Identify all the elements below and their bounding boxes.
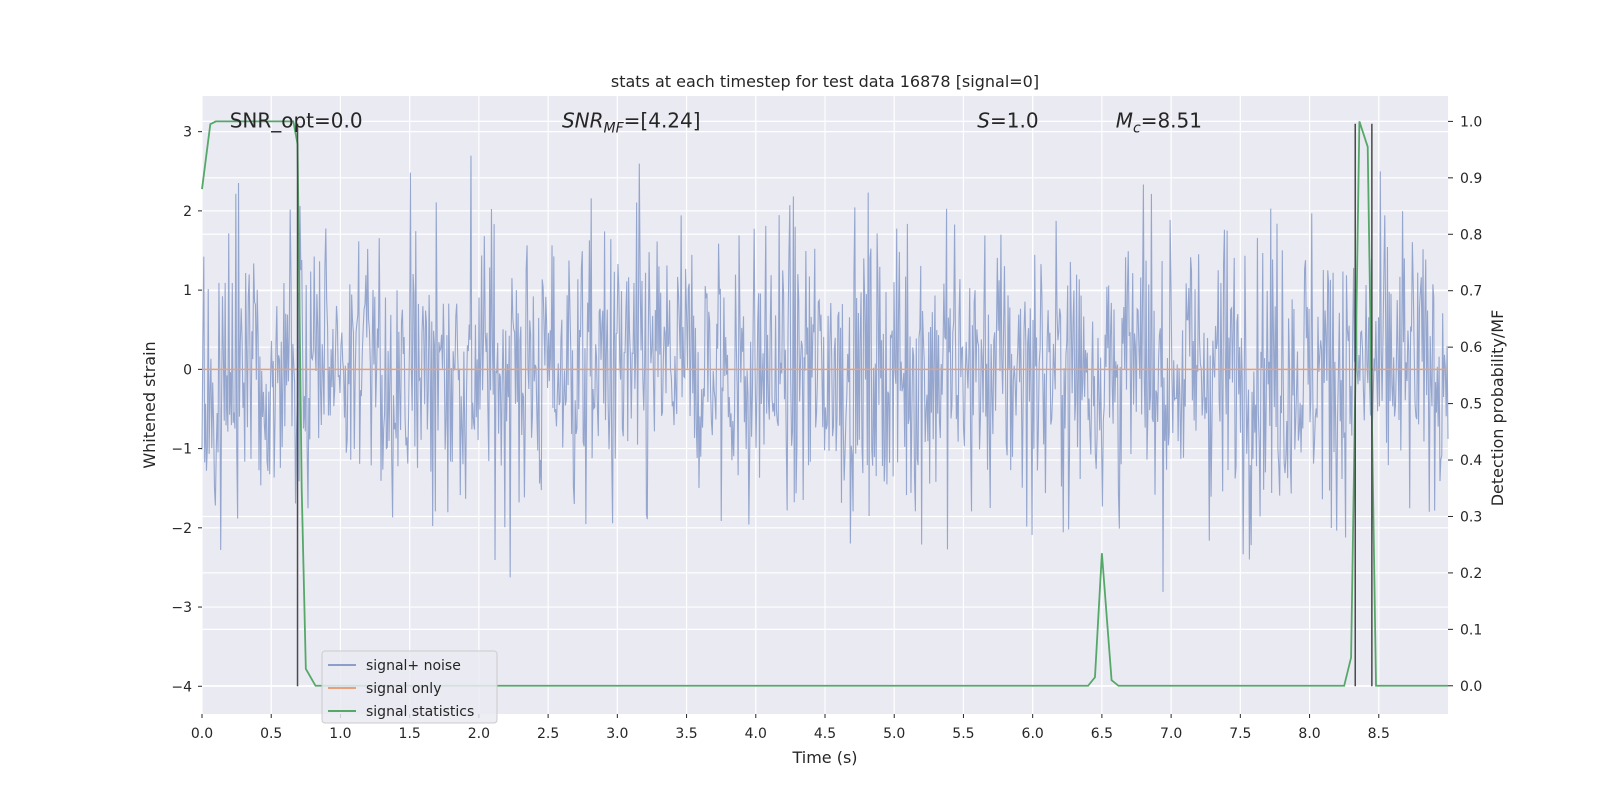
chart-title: stats at each timestep for test data 168…	[611, 72, 1039, 91]
y-tick-label: −4	[171, 679, 192, 695]
noise-trace	[201, 155, 1449, 592]
tick-labels: 0.0 0.5 1.0 1.5 2.0 2.5 3.0 3.5 4.0 4.5 5.0 5.5 6.0 6…	[171, 114, 1482, 742]
annotation-text: S=1.0	[977, 109, 1038, 133]
y2-tick-label: 0.7	[1460, 284, 1482, 300]
x-tick-label: 2.0	[468, 726, 490, 742]
x-tick-label: 0.0	[191, 726, 213, 742]
annotations: SNR_opt=0.0 SNRMF=[4.24] S=1.0 Mc=8.51	[230, 109, 1202, 137]
y2-tick-label: 0.6	[1460, 340, 1482, 356]
x-tick-label: 7.5	[1229, 726, 1251, 742]
y2-tick-label: 0.4	[1460, 453, 1482, 469]
y-tick-label: 2	[183, 204, 192, 220]
x-axis-label: Time (s)	[791, 748, 857, 767]
legend: signal+ noise signal only signal statistic…	[321, 650, 498, 724]
y2-tick-label: 0.3	[1460, 509, 1482, 525]
y2-tick-label: 0.8	[1460, 227, 1482, 243]
x-tick-label: 1.5	[399, 726, 421, 742]
signal-statistics-line	[201, 120, 1448, 687]
x-tick-label: 8.0	[1298, 726, 1320, 742]
vertical-markers	[296, 123, 1373, 687]
x-tick-label: 6.0	[1022, 726, 1044, 742]
x-tick-label: 4.5	[814, 726, 836, 742]
y-tick-label: 1	[183, 283, 192, 299]
legend-label: signal+ noise	[366, 658, 461, 674]
y-tick-label: −3	[171, 600, 192, 616]
x-tick-label: 6.5	[1091, 726, 1113, 742]
y2-tick-label: 1.0	[1460, 114, 1482, 130]
signal-statistics-series	[201, 120, 1448, 687]
signal-noise-series	[201, 155, 1449, 592]
x-tick-label: 0.5	[260, 726, 282, 742]
y-tick-label: −2	[171, 521, 192, 537]
x-tick-label: 5.0	[883, 726, 905, 742]
x-tick-label: 3.0	[606, 726, 628, 742]
y-tick-label: −1	[171, 442, 192, 458]
x-tick-label: 8.5	[1368, 726, 1390, 742]
annotation-text: Mc=8.51	[1116, 109, 1202, 137]
y-axis-label: Whitened strain	[140, 341, 159, 468]
y2-tick-label: 0.5	[1460, 397, 1482, 413]
y2-tick-label: 0.0	[1460, 679, 1482, 695]
y2-tick-label: 0.2	[1460, 566, 1482, 582]
y-tick-label: 3	[183, 125, 192, 141]
y2-tick-label: 0.9	[1460, 171, 1482, 187]
legend-box	[321, 650, 498, 724]
x-tick-label: 7.0	[1160, 726, 1182, 742]
y2-axis-label: Detection probability/MF	[1488, 310, 1507, 507]
annotation-text: SNRMF=[4.24]	[562, 109, 701, 137]
x-tick-label: 4.0	[745, 726, 767, 742]
x-tick-label: 2.5	[537, 726, 559, 742]
x-tick-label: 1.0	[329, 726, 351, 742]
legend-label: signal only	[366, 681, 441, 697]
annotation-text: SNR_opt=0.0	[230, 109, 363, 133]
y-tick-label: 0	[183, 362, 192, 378]
x-tick-label: 3.5	[675, 726, 697, 742]
legend-label: signal statistics	[366, 704, 474, 720]
y2-tick-label: 0.1	[1460, 622, 1482, 638]
x-tick-label: 5.5	[952, 726, 974, 742]
